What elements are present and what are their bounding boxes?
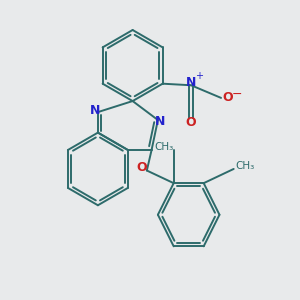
Text: CH₃: CH₃ [154,142,174,152]
Text: N: N [90,104,100,117]
Text: N: N [155,115,166,128]
Text: +: + [195,71,203,81]
Text: O: O [137,161,147,174]
Text: O: O [222,92,233,104]
Text: −: − [232,88,242,101]
Text: CH₃: CH₃ [235,161,254,171]
Text: N: N [186,76,196,88]
Text: O: O [186,116,196,129]
